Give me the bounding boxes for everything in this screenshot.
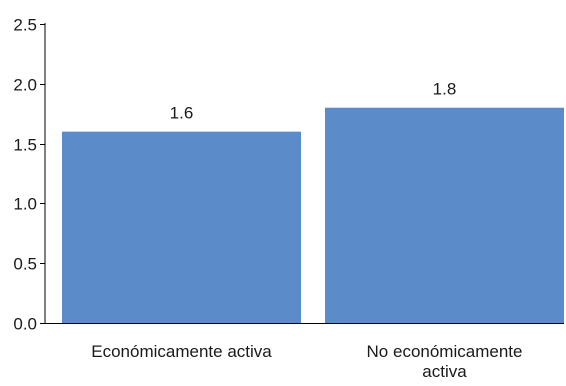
bar (325, 107, 564, 323)
bar (62, 131, 301, 323)
y-tick-label: 1.5 (13, 136, 37, 155)
data-labels: 1.6 1.8 (170, 80, 457, 123)
y-tick-label: 0.5 (13, 255, 37, 274)
y-tick-label: 2.5 (13, 16, 37, 35)
x-tick-label: No económicamente (367, 342, 523, 361)
bar-value-label: 1.8 (433, 80, 457, 99)
bar-value-label: 1.6 (170, 104, 194, 123)
x-tick-label: Económicamente activa (91, 342, 272, 361)
bars (62, 107, 564, 323)
x-axis: Económicamente activa No económicamenteac… (45, 323, 564, 381)
y-tick-label: 1.0 (13, 195, 37, 214)
y-axis: 0.0 0.5 1.0 1.5 2.0 2.5 (13, 16, 46, 334)
y-tick-label: 0.0 (13, 315, 37, 334)
y-tick-label: 2.0 (13, 76, 37, 95)
x-tick-label: activa (422, 362, 467, 381)
